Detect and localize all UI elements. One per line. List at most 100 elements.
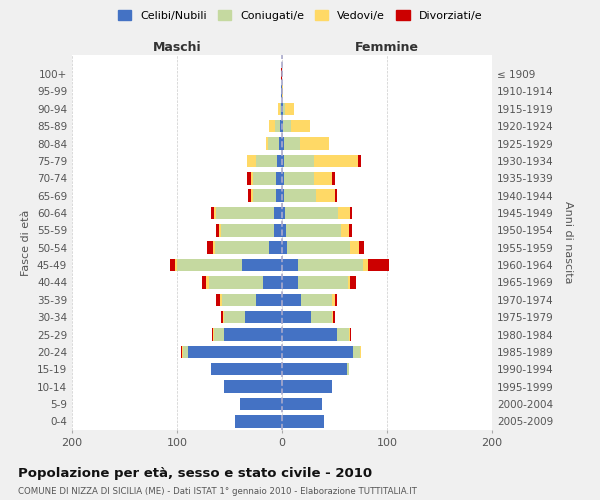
- Bar: [301, 294, 332, 306]
- Bar: [282, 85, 283, 98]
- Bar: [282, 120, 283, 132]
- Bar: [222, 294, 256, 306]
- Text: Maschi: Maschi: [152, 41, 202, 54]
- Bar: [206, 276, 209, 288]
- Bar: [285, 102, 293, 115]
- Bar: [215, 242, 269, 254]
- Bar: [280, 102, 281, 115]
- Bar: [187, 346, 282, 358]
- Bar: [182, 346, 184, 358]
- Bar: [256, 154, 277, 167]
- Bar: [338, 206, 350, 219]
- Bar: [202, 276, 206, 288]
- Bar: [214, 206, 216, 219]
- Bar: [283, 102, 285, 115]
- Bar: [282, 328, 337, 341]
- Bar: [282, 138, 284, 150]
- Bar: [284, 190, 316, 202]
- Text: Popolazione per età, sesso e stato civile - 2010: Popolazione per età, sesso e stato civil…: [18, 468, 372, 480]
- Bar: [177, 259, 242, 272]
- Legend: Celibi/Nubili, Coniugati/e, Vedovi/e, Divorziati/e: Celibi/Nubili, Coniugati/e, Vedovi/e, Di…: [113, 6, 487, 25]
- Bar: [358, 154, 361, 167]
- Bar: [256, 294, 282, 306]
- Bar: [350, 328, 352, 341]
- Bar: [274, 206, 282, 219]
- Bar: [175, 259, 177, 272]
- Bar: [277, 154, 282, 167]
- Bar: [282, 311, 311, 324]
- Bar: [216, 294, 220, 306]
- Bar: [212, 328, 214, 341]
- Bar: [240, 398, 282, 410]
- Bar: [212, 328, 213, 341]
- Bar: [282, 346, 353, 358]
- Bar: [170, 259, 175, 272]
- Bar: [251, 172, 253, 184]
- Bar: [298, 259, 363, 272]
- Bar: [266, 138, 268, 150]
- Bar: [276, 190, 282, 202]
- Bar: [282, 206, 285, 219]
- Bar: [281, 102, 282, 115]
- Y-axis label: Fasce di età: Fasce di età: [22, 210, 31, 276]
- Bar: [235, 415, 282, 428]
- Bar: [298, 276, 348, 288]
- Bar: [282, 276, 298, 288]
- Bar: [263, 276, 282, 288]
- Bar: [348, 276, 350, 288]
- Bar: [216, 224, 219, 236]
- Bar: [245, 311, 282, 324]
- Bar: [300, 138, 329, 150]
- Bar: [213, 242, 215, 254]
- Y-axis label: Anni di nascita: Anni di nascita: [563, 201, 573, 284]
- Bar: [253, 190, 276, 202]
- Bar: [247, 154, 256, 167]
- Bar: [282, 415, 324, 428]
- Bar: [281, 85, 282, 98]
- Bar: [269, 242, 282, 254]
- Bar: [359, 242, 364, 254]
- Bar: [363, 259, 368, 272]
- Bar: [223, 311, 224, 324]
- Bar: [282, 398, 322, 410]
- Bar: [332, 311, 334, 324]
- Bar: [282, 154, 284, 167]
- Text: COMUNE DI NIZZA DI SICILIA (ME) - Dati ISTAT 1° gennaio 2010 - Elaborazione TUTT: COMUNE DI NIZZA DI SICILIA (ME) - Dati I…: [18, 488, 417, 496]
- Bar: [316, 190, 335, 202]
- Bar: [368, 259, 389, 272]
- Bar: [282, 259, 298, 272]
- Bar: [337, 328, 349, 341]
- Bar: [282, 242, 287, 254]
- Bar: [224, 328, 282, 341]
- Bar: [268, 138, 279, 150]
- Bar: [282, 363, 347, 376]
- Bar: [282, 294, 301, 306]
- Bar: [279, 138, 282, 150]
- Bar: [284, 138, 300, 150]
- Text: Femmine: Femmine: [355, 41, 419, 54]
- Bar: [350, 206, 352, 219]
- Bar: [284, 172, 314, 184]
- Bar: [275, 120, 280, 132]
- Bar: [274, 224, 282, 236]
- Bar: [282, 224, 286, 236]
- Bar: [353, 346, 360, 358]
- Bar: [184, 346, 187, 358]
- Bar: [251, 190, 253, 202]
- Bar: [311, 311, 332, 324]
- Bar: [335, 190, 337, 202]
- Bar: [247, 172, 251, 184]
- Bar: [216, 206, 274, 219]
- Bar: [214, 328, 224, 341]
- Bar: [181, 346, 182, 358]
- Bar: [269, 120, 275, 132]
- Bar: [286, 224, 341, 236]
- Bar: [314, 172, 332, 184]
- Bar: [332, 172, 335, 184]
- Bar: [280, 120, 282, 132]
- Bar: [248, 190, 251, 202]
- Bar: [276, 172, 282, 184]
- Bar: [281, 68, 282, 80]
- Bar: [219, 224, 221, 236]
- Bar: [349, 224, 352, 236]
